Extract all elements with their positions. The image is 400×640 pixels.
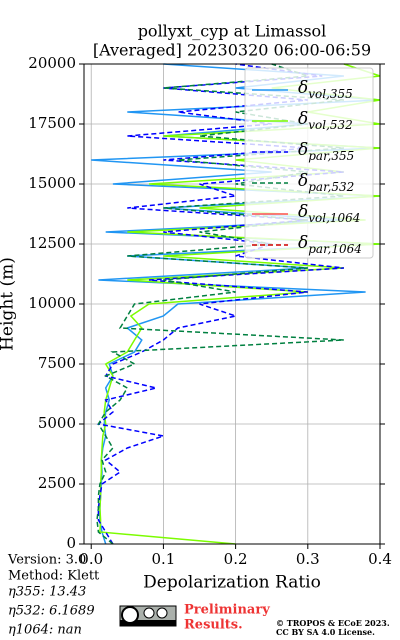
x-axis-label: Depolarization Ratio (143, 573, 321, 593)
legend-label: δpar,355 (298, 140, 354, 163)
preliminary: Preliminary (184, 603, 270, 618)
y-tick-label: 5000 (38, 414, 76, 432)
info: Version: 3.0 Method: Klett η355: 13.43 η… (7, 553, 100, 638)
profile-line (96, 63, 344, 545)
y-tick-label: 15000 (28, 174, 76, 192)
version: Version: 3.0 (7, 553, 86, 568)
y-tick-label: 7500 (38, 354, 76, 372)
y-tick-label: 17500 (28, 114, 76, 132)
y-tick-label: 0 (66, 534, 76, 552)
legend-label: δvol,1064 (298, 202, 360, 225)
y-tick-label: 10000 (28, 294, 76, 312)
x-tick-label: 0.1 (151, 550, 175, 568)
eta355: η355: 13.43 (8, 585, 86, 600)
license: CC BY SA 4.0 License. (276, 627, 375, 637)
legend: δvol,355 δvol,532 δpar,355 δpar,532 δvol,106… (244, 67, 374, 259)
eta1064: η1064: nan (8, 623, 82, 638)
method: Method: Klett (8, 569, 100, 584)
x-tick-label: 0.3 (296, 550, 320, 568)
legend-label: δvol,355 (298, 78, 353, 101)
y-axis-label: Height (m) (0, 257, 18, 351)
legend-box (244, 67, 374, 259)
x-tick-label: 0.0 (79, 550, 103, 568)
eta532: η532: 6.1689 (8, 604, 95, 619)
chart-title: pollyxt_cyp at Limassol (138, 22, 327, 41)
y-tick-label: 2500 (38, 474, 76, 492)
legend-label: δpar,532 (298, 171, 354, 194)
copyright: © TROPOS & ECoE 2023. (276, 618, 390, 628)
y-tick-label: 12500 (28, 234, 76, 252)
legend-label: δpar,1064 (298, 233, 362, 256)
x-tick-label: 0.4 (368, 550, 392, 568)
results: Results. (184, 618, 243, 633)
profile-line (96, 63, 344, 545)
x-tick-label: 0.2 (224, 550, 248, 568)
cc-logo (119, 605, 177, 627)
y-tick-label: 20000 (28, 54, 76, 72)
chart-subtitle: [Averaged] 20230320 06:00-06:59 (93, 41, 371, 60)
legend-label: δvol,532 (298, 109, 353, 132)
plot-frame (83, 63, 381, 545)
